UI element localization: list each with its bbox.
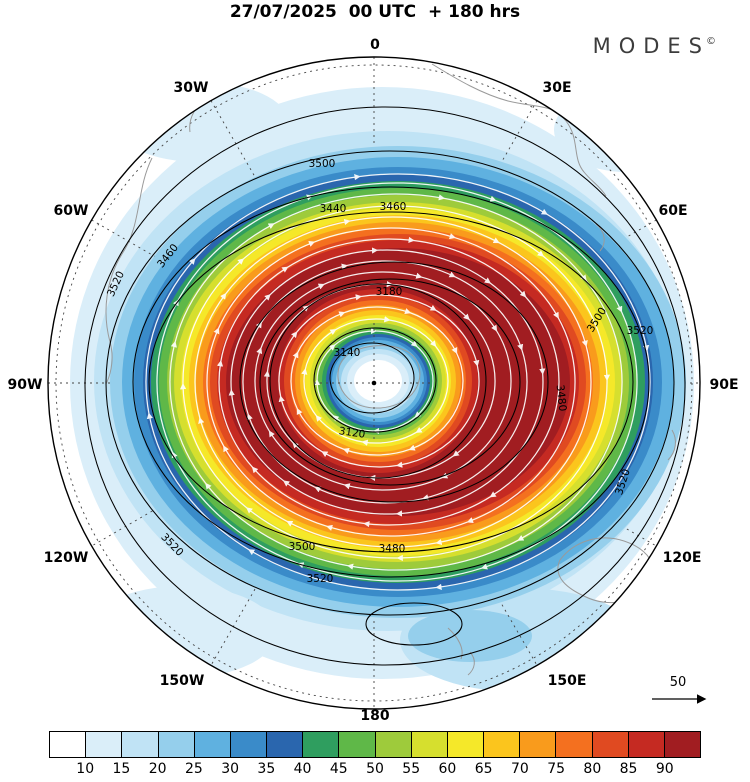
colorbar-segment (484, 732, 521, 757)
colorbar-segment (592, 732, 629, 757)
colorbar-tick: 40 (293, 761, 312, 777)
brand-name: MODES (592, 34, 710, 58)
pole-marker (314, 323, 434, 443)
vortex-ring (354, 360, 402, 402)
streamline (145, 173, 651, 591)
colorbar-tick: 55 (402, 761, 421, 777)
coastline-path (467, 651, 475, 676)
colorbar-tick: 90 (655, 761, 674, 777)
contour-label: 3120 (338, 425, 366, 441)
colorbar (49, 731, 701, 758)
longitude-label: 60E (658, 203, 687, 219)
colorbar-tick-labels: 10 15 20 25 30 35 40 45 50 55 60 65 70 75 80 85 90 (49, 761, 701, 779)
colorbar-segment (447, 732, 485, 757)
colorbar-segment (158, 732, 195, 757)
colorbar-segment (303, 732, 340, 757)
wind-reference-legend: 50 (652, 675, 707, 704)
colorbar-tick: 15 (112, 761, 131, 777)
height-contour (313, 327, 437, 433)
pole-dot (371, 380, 377, 386)
contour-label: 3140 (334, 347, 361, 359)
longitude-label: 90W (8, 377, 43, 393)
contour-label: 3500 (289, 541, 316, 553)
height-contour (365, 602, 463, 646)
modes-logo: MODES© (593, 34, 716, 58)
colorbar-segment (520, 732, 557, 757)
longitude-label: 30E (542, 80, 571, 96)
longitude-label: 150E (548, 673, 587, 689)
coastline-path (447, 627, 463, 660)
colorbar-segment (50, 732, 87, 757)
longitude-label: 180 (360, 708, 389, 724)
colorbar-segment (267, 732, 304, 757)
longitude-label: 90E (709, 377, 738, 393)
longitude-label: 30W (174, 80, 209, 96)
copyright-mark: © (706, 36, 716, 47)
colorbar-tick: 25 (184, 761, 203, 777)
streamlines (145, 173, 651, 591)
coastline-path (105, 157, 153, 385)
longitude-label: 60W (54, 203, 89, 219)
colorbar-tick: 65 (474, 761, 493, 777)
colorbar-segment (194, 732, 231, 757)
longitude-labels: 0 30E 60E 90E 120E 150E 180 150W 120W 90W 60W 30W (8, 37, 739, 724)
contour-label: 3520 (627, 325, 654, 337)
longitude-label: 120W (44, 550, 89, 566)
colorbar-segment (339, 732, 376, 757)
height-contours (84, 106, 686, 666)
height-contour (269, 283, 487, 479)
colorbar-tick: 35 (257, 761, 276, 777)
colorbar-tick: 70 (510, 761, 529, 777)
colorbar-segment (375, 732, 412, 757)
colorbar-tick: 30 (221, 761, 240, 777)
longitude-label: 120E (663, 550, 702, 566)
height-contour (239, 261, 549, 503)
shading-patch (408, 610, 532, 662)
chart-title: 27/07/2025 00 UTC + 180 hrs (229, 2, 521, 22)
contour-label: 3480 (554, 384, 569, 412)
colorbar-segment (664, 732, 701, 757)
height-contour (259, 278, 521, 486)
colorbar-tick: 60 (438, 761, 457, 777)
map-boundary (47, 56, 701, 710)
height-contour (132, 186, 650, 578)
colorbar-segment (122, 732, 159, 757)
colorbar-tick: 10 (76, 761, 95, 777)
colorbar-tick: 80 (583, 761, 602, 777)
longitude-label: 0 (370, 37, 380, 53)
contour-label: 3480 (379, 543, 406, 555)
height-contour (148, 211, 634, 553)
contour-label: 3520 (307, 573, 334, 585)
coastline-path (667, 429, 676, 461)
colorbar-tick: 20 (148, 761, 167, 777)
colorbar-tick: 85 (619, 761, 638, 777)
colorbar-segment (230, 732, 268, 757)
contour-label: 3180 (376, 286, 403, 298)
colorbar-segment (556, 732, 593, 757)
colorbar-segment (86, 732, 123, 757)
colorbar-tick: 50 (366, 761, 384, 777)
contour-label: 3500 (309, 158, 336, 170)
height-contour (84, 106, 686, 666)
colorbar-segment (628, 732, 665, 757)
longitude-label: 150W (160, 673, 205, 689)
contour-label: 3440 (320, 203, 347, 215)
colorbar-segment (411, 732, 448, 757)
colorbar-tick: 75 (547, 761, 566, 777)
colorbar-tick: 45 (329, 761, 348, 777)
contour-label: 3460 (380, 201, 407, 213)
height-contour (105, 150, 675, 616)
height-contour (329, 342, 415, 414)
shading-patch (554, 88, 698, 172)
wind-reference-value: 50 (670, 675, 687, 690)
